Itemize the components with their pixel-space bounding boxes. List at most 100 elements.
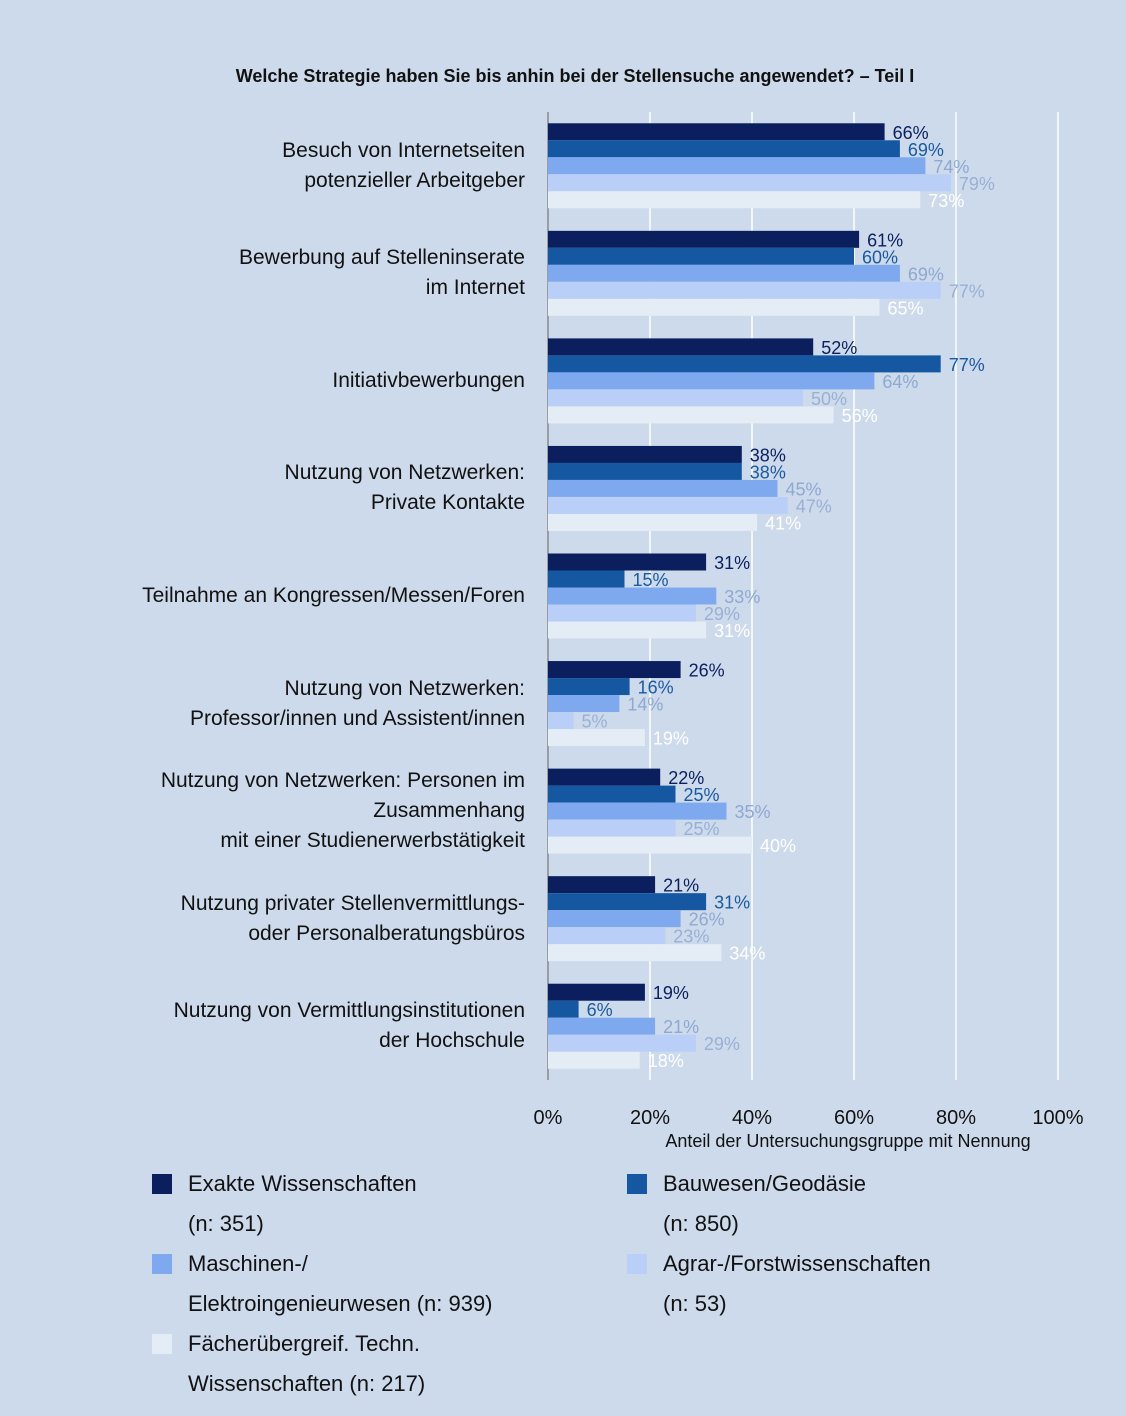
bar [548,604,696,622]
bar [548,785,676,803]
bar [548,264,900,282]
data-label: 26% [689,661,725,681]
bar [548,1000,579,1018]
bar [548,1017,656,1035]
data-label: 61% [867,230,903,250]
bar [548,338,814,356]
bar [548,389,803,407]
category-label: Besuch von Internetseiten potenzieller A… [282,138,525,192]
data-label: 35% [735,802,771,822]
x-tick-label: 20% [630,1107,670,1129]
data-label: 6% [587,1000,613,1020]
bar [548,944,722,962]
data-label: 29% [704,604,740,624]
bar [548,661,681,679]
legend-label: Bauwesen/Geodäsie (n: 850) [663,1171,867,1236]
bar [548,496,788,514]
data-label: 64% [882,372,918,392]
legend-label: Exakte Wissenschaften (n: 351) [188,1171,417,1236]
data-label: 77% [949,281,985,301]
bar [548,587,717,605]
data-label: 41% [765,513,801,533]
data-label: 74% [933,157,969,177]
category-label: Nutzung privater Stellenvermittlungs- od… [180,891,525,945]
bar [548,1051,640,1069]
data-label: 69% [908,264,944,284]
data-label: 38% [750,462,786,482]
category-label: Nutzung von Netzwerken: Professor/innen … [189,676,525,730]
bar [548,802,727,820]
data-label: 23% [673,927,709,947]
data-label: 22% [668,768,704,788]
data-label: 19% [653,983,689,1003]
data-label: 25% [684,819,720,839]
legend-label: Agrar-/Forstwissenschaften (n: 53) [663,1251,931,1316]
category-label: Teilnahme an Kongressen/Messen/Foren [142,584,525,607]
data-label: 14% [627,695,663,715]
data-label: 21% [663,876,699,896]
bar [548,406,834,424]
bar [548,140,900,158]
legend-swatch [627,1174,647,1194]
bar [548,462,742,480]
bar [548,768,661,786]
bar [548,298,880,316]
data-label: 65% [888,298,924,318]
bar [548,247,854,265]
data-label: 52% [821,338,857,358]
bar [548,621,707,639]
data-label: 18% [648,1051,684,1071]
x-tick-label: 80% [936,1107,976,1129]
data-label: 26% [689,910,725,930]
data-label: 29% [704,1034,740,1054]
data-label: 40% [760,836,796,856]
data-label: 19% [653,729,689,749]
data-label: 50% [811,389,847,409]
data-label: 16% [638,678,674,698]
data-label: 38% [750,445,786,465]
bar [548,123,885,141]
data-label: 31% [714,893,750,913]
bar [548,729,645,747]
bar [548,281,941,299]
bar [548,927,666,945]
category-label: Bewerbung auf Stelleninserate im Interne… [238,246,525,300]
bar [548,983,645,1001]
bar [548,553,707,571]
bar [548,445,742,463]
bar [548,230,860,248]
data-label: 66% [893,123,929,143]
legend-swatch [627,1254,647,1274]
legend-label: Fächerübergreif. Techn. Wissenschaften (… [188,1331,426,1396]
bar [548,695,620,713]
data-label: 34% [729,944,765,964]
bar [548,157,926,175]
x-axis-label: Anteil der Untersuchungsgruppe mit Nennu… [665,1131,1030,1151]
bar [548,910,681,928]
legend-label: Maschinen-/ Elektroingenieurwesen (n: 93… [188,1251,493,1316]
data-label: 45% [786,479,822,499]
data-label: 31% [714,621,750,641]
x-tick-label: 60% [834,1107,874,1129]
data-label: 69% [908,140,944,160]
bar [548,570,625,588]
bar [548,174,951,192]
category-label: Nutzung von Netzwerken: Private Kontakte [284,461,525,515]
x-tick-label: 40% [732,1107,772,1129]
bar [548,191,921,209]
bar [548,836,752,854]
bar [548,479,778,497]
data-label: 79% [959,174,995,194]
bar [548,876,656,894]
bar [548,1034,696,1052]
category-label: Initiativbewerbungen [332,368,525,392]
data-label: 5% [582,712,608,732]
x-tick-label: 0% [534,1107,563,1129]
x-tick-label: 100% [1032,1107,1083,1129]
legend-swatch [152,1174,172,1194]
data-label: 73% [928,191,964,211]
data-label: 60% [862,247,898,267]
data-label: 25% [684,785,720,805]
